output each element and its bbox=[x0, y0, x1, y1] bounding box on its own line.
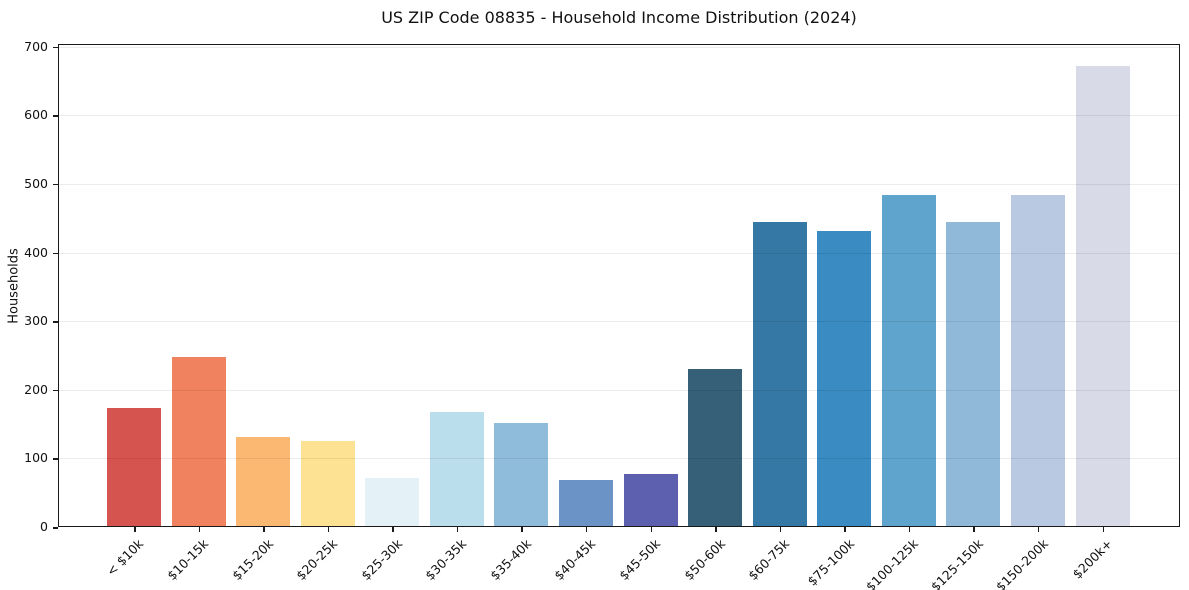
x-tick-mark bbox=[844, 527, 846, 532]
chart-title: US ZIP Code 08835 - Household Income Dis… bbox=[381, 8, 857, 27]
bar-$100-125k bbox=[881, 194, 936, 527]
gridline-600 bbox=[58, 115, 1180, 117]
x-tick-mark bbox=[521, 527, 523, 532]
x-tick-mark bbox=[1037, 527, 1040, 532]
x-tick-mark bbox=[650, 527, 653, 532]
gridline-500 bbox=[58, 183, 1180, 185]
x-tick-label-$10-15k: $10-15k bbox=[164, 536, 212, 584]
bar-$50-60k bbox=[688, 369, 743, 527]
x-tick-label-$20-25k: $20-25k bbox=[293, 536, 341, 584]
bar-$150-200k bbox=[1010, 194, 1065, 527]
x-tick-label-$45-50k: $45-50k bbox=[616, 536, 664, 584]
bar-$25-30k bbox=[365, 477, 420, 527]
x-tick-label-$150-200k: $150-200k bbox=[992, 536, 1051, 590]
x-tick-mark bbox=[198, 527, 201, 532]
x-tick-label-$30-35k: $30-35k bbox=[422, 536, 470, 584]
y-tick-label-700: 700 bbox=[24, 38, 48, 54]
y-tick-mark bbox=[53, 458, 58, 460]
x-tick-mark bbox=[263, 527, 265, 532]
y-tick-mark bbox=[53, 321, 58, 323]
y-tick-label-100: 100 bbox=[24, 450, 48, 466]
x-tick-mark bbox=[456, 527, 459, 532]
x-tick-label-$125-150k: $125-150k bbox=[927, 536, 987, 590]
x-tick-mark bbox=[715, 527, 717, 532]
x-tick-mark bbox=[1102, 527, 1105, 532]
y-tick-mark bbox=[53, 527, 58, 529]
bar-$60-75k bbox=[752, 221, 807, 527]
x-tick-label-$50-60k: $50-60k bbox=[680, 536, 728, 584]
bar-$125-150k bbox=[946, 221, 1001, 527]
y-tick-label-600: 600 bbox=[24, 107, 48, 123]
y-tick-label-200: 200 bbox=[24, 381, 48, 397]
x-tick-label-$40-45k: $40-45k bbox=[551, 536, 599, 584]
gridline-700 bbox=[58, 46, 1180, 48]
bar-$45-50k bbox=[623, 474, 678, 527]
y-tick-mark bbox=[53, 252, 58, 255]
y-tick-label-0: 0 bbox=[40, 519, 48, 534]
gridline-300 bbox=[58, 321, 1180, 323]
x-tick-mark bbox=[908, 527, 911, 532]
x-tick-mark bbox=[585, 527, 588, 532]
y-tick-label-300: 300 bbox=[24, 313, 48, 329]
x-tick-mark bbox=[134, 527, 136, 532]
x-tick-mark bbox=[779, 527, 782, 532]
plot-area bbox=[58, 44, 1180, 527]
x-tick-label-$35-40k: $35-40k bbox=[486, 536, 535, 584]
y-tick-mark bbox=[53, 389, 58, 392]
x-tick-label-$200k+: $200k+ bbox=[1069, 536, 1116, 582]
x-tick-label-$60-75k: $60-75k bbox=[745, 536, 793, 584]
bar-$30-35k bbox=[429, 412, 484, 527]
x-tick-label-$75-100k: $75-100k bbox=[804, 536, 857, 589]
x-tick-mark bbox=[392, 527, 394, 532]
bar-$75-100k bbox=[817, 230, 872, 527]
bar-< $10k bbox=[107, 408, 161, 527]
y-tick-mark bbox=[53, 183, 58, 186]
gridline-200 bbox=[58, 389, 1180, 391]
x-tick-label-< $10k: < $10k bbox=[103, 536, 147, 579]
x-tick-label-$100-125k: $100-125k bbox=[863, 536, 922, 590]
x-tick-label-$25-30k: $25-30k bbox=[357, 536, 405, 584]
gridline-100 bbox=[58, 458, 1180, 460]
bar-$40-45k bbox=[558, 480, 613, 527]
y-tick-label-400: 400 bbox=[24, 244, 48, 260]
y-tick-mark bbox=[53, 115, 58, 117]
bar-$15-20k bbox=[236, 437, 291, 527]
bar-$20-25k bbox=[300, 440, 355, 527]
x-tick-mark bbox=[973, 527, 975, 532]
x-tick-mark bbox=[327, 527, 330, 532]
y-tick-label-500: 500 bbox=[24, 175, 48, 191]
bar-$35-40k bbox=[494, 422, 549, 527]
bar-$200k+ bbox=[1075, 65, 1130, 527]
bar-$10-15k bbox=[171, 356, 226, 527]
y-tick-mark bbox=[53, 46, 58, 49]
gridline-400 bbox=[58, 252, 1180, 254]
x-tick-label-$15-20k: $15-20k bbox=[228, 536, 276, 584]
